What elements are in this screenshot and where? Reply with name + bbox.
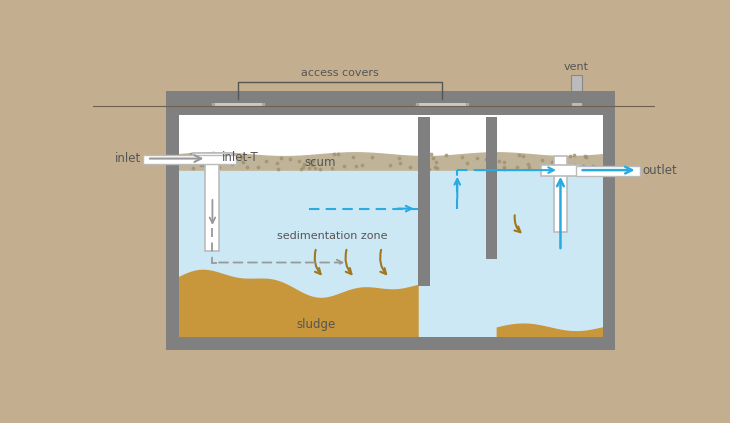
Bar xyxy=(576,166,639,176)
Bar xyxy=(166,337,615,349)
Bar xyxy=(572,75,582,106)
Bar xyxy=(214,97,262,106)
Polygon shape xyxy=(179,153,603,170)
Text: sedimentation zone: sedimentation zone xyxy=(277,231,387,241)
Bar xyxy=(166,103,179,349)
Bar xyxy=(541,165,580,176)
Text: sludge: sludge xyxy=(297,318,336,331)
Bar xyxy=(166,91,615,103)
Bar xyxy=(553,156,567,232)
Polygon shape xyxy=(179,270,418,337)
Bar xyxy=(179,115,603,337)
Bar xyxy=(415,99,469,106)
Bar xyxy=(603,103,615,349)
Bar xyxy=(206,156,219,251)
Text: outlet: outlet xyxy=(642,164,677,177)
Text: inlet: inlet xyxy=(115,152,141,165)
Text: scum: scum xyxy=(304,156,336,169)
Text: vent: vent xyxy=(564,62,589,72)
Text: access covers: access covers xyxy=(301,69,379,79)
Bar xyxy=(485,117,497,258)
Polygon shape xyxy=(497,324,603,337)
Bar xyxy=(143,155,236,164)
Bar xyxy=(418,117,429,286)
Bar xyxy=(193,153,231,164)
Bar xyxy=(179,170,603,337)
Bar xyxy=(166,103,615,349)
Bar xyxy=(211,99,265,106)
Text: inlet-T: inlet-T xyxy=(222,151,258,164)
Bar xyxy=(418,97,466,106)
